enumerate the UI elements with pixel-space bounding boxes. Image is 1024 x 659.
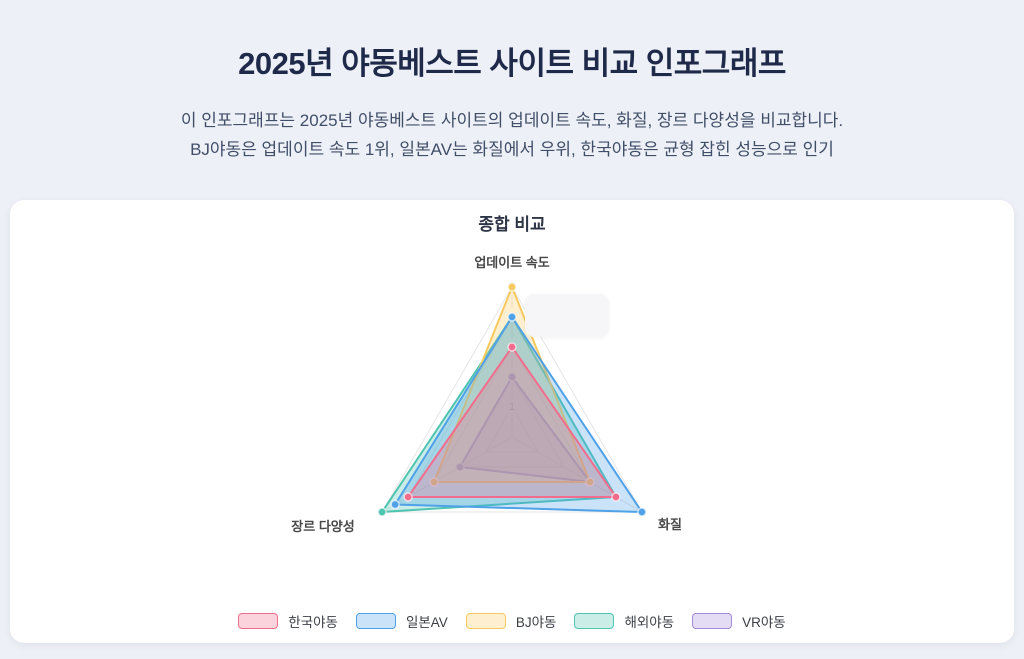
legend-label: 일본AV — [405, 615, 448, 630]
axis-label-0: 업데이트 속도 — [474, 255, 549, 270]
axis-label-1: 화질 — [658, 517, 682, 532]
data-point[interactable] — [637, 507, 647, 517]
series-polygon[interactable] — [407, 346, 617, 498]
series-polygon[interactable] — [394, 316, 643, 513]
legend-item-한국야동[interactable]: 한국야동 — [238, 611, 338, 631]
legend-item-해외야동[interactable]: 해외야동 — [574, 611, 674, 631]
data-point[interactable] — [377, 507, 387, 517]
data-point[interactable] — [507, 342, 517, 352]
page-subtitle: 이 인포그래프는 2025년 야동베스트 사이트의 업데이트 속도, 화질, 장… — [0, 106, 1024, 164]
series-BJ야동 — [429, 282, 595, 487]
data-point[interactable] — [507, 312, 517, 322]
legend-item-VR야동[interactable]: VR야동 — [692, 611, 786, 631]
tick-label: 1 — [509, 401, 515, 413]
data-point[interactable] — [390, 499, 400, 510]
angle-line — [381, 436, 513, 513]
tick-backdrop — [504, 398, 520, 412]
legend-swatch — [238, 613, 279, 629]
page-subtitle-line2: BJ야동은 업데이트 속도 1위, 일본AV는 화질에서 우위, 한국야동은 균… — [190, 140, 834, 159]
legend-swatch — [574, 613, 615, 629]
angle-line — [511, 436, 643, 513]
data-point[interactable] — [455, 462, 465, 472]
data-point[interactable] — [507, 372, 517, 382]
legend-label: BJ야동 — [515, 615, 557, 630]
series-VR야동 — [455, 372, 595, 487]
legend-label: 해외야동 — [624, 615, 675, 630]
series-polygon[interactable] — [433, 286, 591, 483]
chart-legend: 한국야동 일본AV BJ야동 해외야동 VR야동 — [10, 612, 1014, 630]
legend-swatch — [692, 613, 733, 629]
series-polygon[interactable] — [459, 376, 591, 483]
data-point[interactable] — [611, 492, 621, 502]
data-point[interactable] — [403, 492, 413, 502]
legend-swatch — [355, 613, 396, 629]
legend-label: VR야동 — [742, 615, 786, 630]
axis-label-2: 장르 다양성 — [291, 519, 354, 534]
legend-item-일본AV[interactable]: 일본AV — [355, 611, 448, 631]
legend-label: 한국야동 — [288, 615, 338, 630]
page-title: 2025년 야동베스트 사이트 비교 인포그래프 — [238, 46, 786, 81]
data-point[interactable] — [585, 477, 595, 487]
chart-tooltip-empty — [525, 294, 609, 337]
data-point[interactable] — [507, 282, 517, 292]
legend-swatch — [465, 613, 506, 629]
chart-title: 종합 비교 — [478, 215, 546, 234]
legend-item-BJ야동[interactable]: BJ야동 — [465, 611, 557, 631]
data-point[interactable] — [429, 477, 439, 487]
page-subtitle-line1: 이 인포그래프는 2025년 야동베스트 사이트의 업데이트 속도, 화질, 장… — [180, 111, 844, 130]
series-한국야동 — [403, 342, 621, 502]
series-일본AV — [390, 312, 647, 517]
